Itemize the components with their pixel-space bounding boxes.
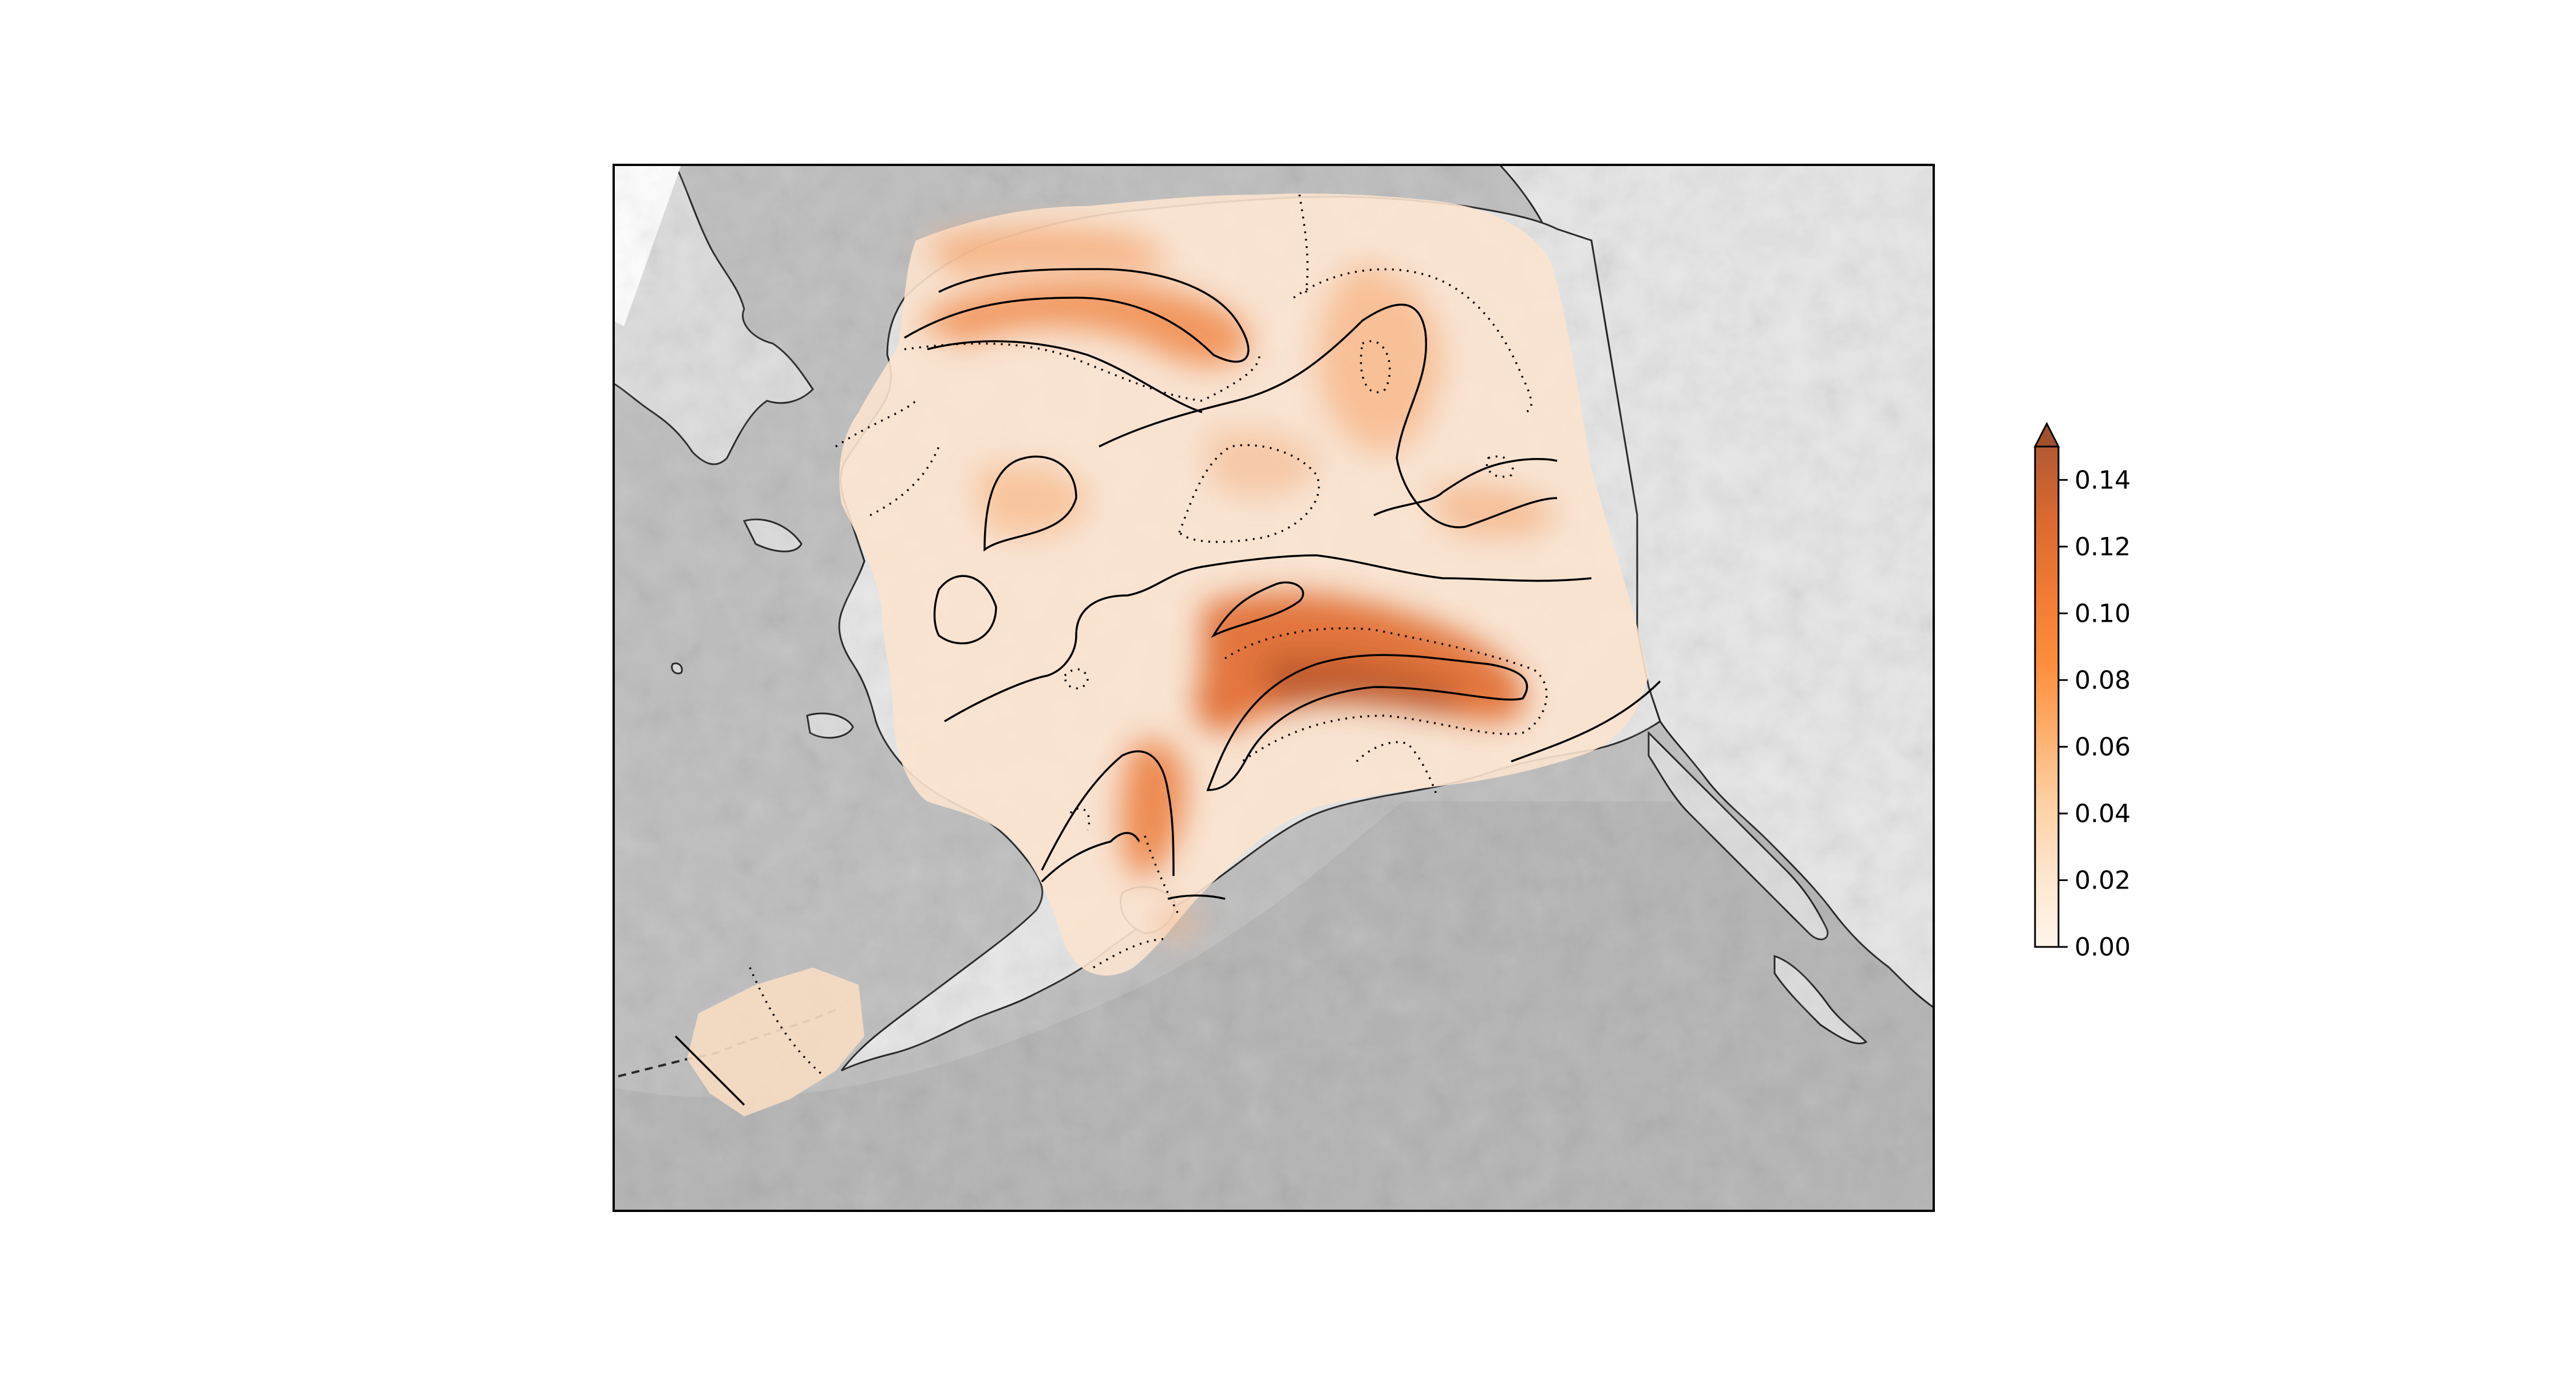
contour-solid [933,575,997,645]
contour-solid [983,455,1077,552]
colorbar-tick-label: 0.00 [2075,933,2131,962]
colorbar-ticks: 0.00 0.02 0.04 0.06 0.08 0.10 0.12 0.14 [2059,465,2131,962]
map-panel [614,165,1934,1211]
colorbar-tick-label: 0.12 [2075,532,2131,562]
colorbar-outline [2034,447,2060,948]
contour-solid [927,340,1203,413]
contour-solid [1041,750,1175,876]
contour-dotted [1485,455,1514,478]
heat-aleutian-patch [687,968,864,1116]
contour-solid [904,268,1250,363]
colorbar-tick-label: 0.14 [2075,465,2131,495]
colorbar: 0.00 0.02 0.04 0.06 0.08 0.10 0.12 0.14 [2033,421,2131,962]
contour-solid [1511,680,1661,763]
contour-dotted [904,342,1261,402]
contour-dotted [1178,444,1320,543]
colorbar-tick-label: 0.08 [2075,666,2131,695]
contour-dotted [870,446,940,516]
colorbar-tick-label: 0.10 [2075,599,2131,628]
contour-lines-dotted [749,194,1548,1077]
contour-dotted [749,967,825,1077]
contour-solid [1206,654,1528,791]
heat-extent [839,194,1649,976]
contour-solid [944,554,1592,722]
contour-lines [674,268,1661,1106]
colorbar-tick-label: 0.06 [2075,732,2131,761]
map-frame [613,164,1935,1212]
heat-field [687,194,1649,1116]
contour-solid [1373,458,1558,516]
contour-dotted [1293,268,1532,413]
contour-solid [1167,894,1226,900]
colorbar-tick-label: 0.04 [2075,799,2131,828]
contour-solid [1041,832,1140,883]
colorbar-tick-label: 0.02 [2075,866,2131,895]
colorbar-extend-triangle [2033,421,2060,448]
contour-solid [1211,581,1305,638]
contour-solid [674,1035,745,1106]
colorbar-body [2035,447,2059,947]
contour-solid [1099,303,1558,528]
